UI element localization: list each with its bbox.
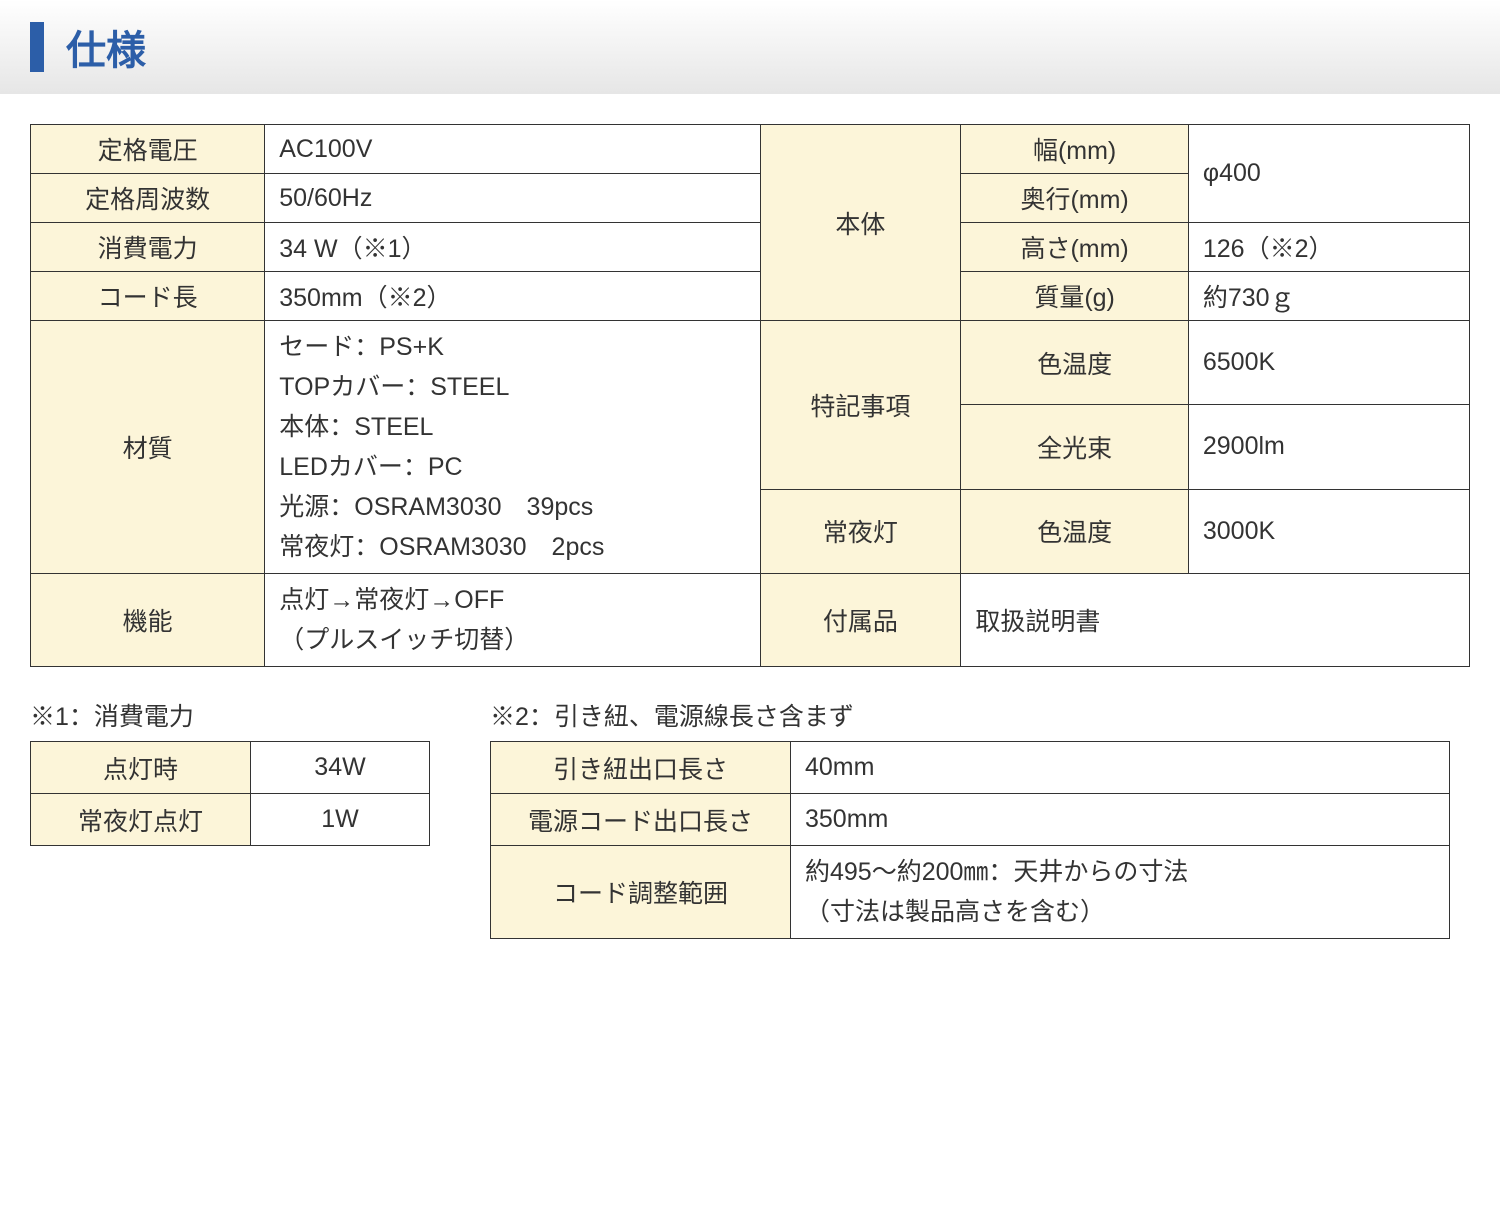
label-notes-header: 特記事項 — [760, 321, 961, 490]
label-cord: コード長 — [31, 272, 265, 321]
note1-caption: ※1：消費電力 — [30, 697, 430, 733]
label-body-mass: 質量(g) — [961, 272, 1189, 321]
note2-caption: ※2：引き紐、電源線長さ含まず — [490, 697, 1450, 733]
value-power: 34 W（※1） — [265, 223, 760, 272]
note1-row1-label: 常夜灯点灯 — [31, 794, 251, 846]
note1-table: 点灯時 34W 常夜灯点灯 1W — [30, 741, 430, 846]
label-power: 消費電力 — [31, 223, 265, 272]
value-body-height: 126（※2） — [1188, 223, 1469, 272]
page-title: 仕様 — [66, 18, 146, 76]
value-body-width: φ400 — [1188, 125, 1469, 223]
label-accessories: 付属品 — [760, 574, 961, 667]
value-cord: 350mm（※2） — [265, 272, 760, 321]
note2-row2-value: 約495～約200㎜：天井からの寸法 （寸法は製品高さを含む） — [791, 846, 1450, 939]
label-function: 機能 — [31, 574, 265, 667]
label-body-depth: 奥行(mm) — [961, 174, 1189, 223]
note2-row2-label: コード調整範囲 — [491, 846, 791, 939]
note1-row0-label: 点灯時 — [31, 742, 251, 794]
value-accessories: 取扱説明書 — [961, 574, 1470, 667]
label-notes-flux: 全光束 — [961, 405, 1189, 489]
sub-tables-row: ※1：消費電力 点灯時 34W 常夜灯点灯 1W ※2：引き紐、電源線長さ含まず… — [30, 697, 1470, 939]
header-accent-bar — [30, 22, 44, 72]
label-notes-colortemp: 色温度 — [961, 321, 1189, 405]
value-notes-flux: 2900lm — [1188, 405, 1469, 489]
label-body-width: 幅(mm) — [961, 125, 1189, 174]
note1-row1-value: 1W — [251, 794, 430, 846]
label-body-header: 本体 — [760, 125, 961, 321]
spec-table: 定格電圧 AC100V 本体 幅(mm) φ400 定格周波数 50/60Hz … — [30, 124, 1470, 667]
label-material: 材質 — [31, 321, 265, 574]
value-function: 点灯→常夜灯→OFF （プルスイッチ切替） — [265, 574, 760, 667]
note1-row0-value: 34W — [251, 742, 430, 794]
note2-row1-label: 電源コード出口長さ — [491, 794, 791, 846]
note2-row0-label: 引き紐出口長さ — [491, 742, 791, 794]
value-nightlight-colortemp: 3000K — [1188, 489, 1469, 573]
value-notes-colortemp: 6500K — [1188, 321, 1469, 405]
label-nightlight-header: 常夜灯 — [760, 489, 961, 573]
value-frequency: 50/60Hz — [265, 174, 760, 223]
value-body-mass: 約730ｇ — [1188, 272, 1469, 321]
page-header: 仕様 — [0, 0, 1500, 94]
note2-table: 引き紐出口長さ 40mm 電源コード出口長さ 350mm コード調整範囲 約49… — [490, 741, 1450, 939]
label-voltage: 定格電圧 — [31, 125, 265, 174]
value-material: セード：PS+K TOPカバー：STEEL 本体：STEEL LEDカバー：PC… — [265, 321, 760, 574]
label-body-height: 高さ(mm) — [961, 223, 1189, 272]
label-frequency: 定格周波数 — [31, 174, 265, 223]
note2-row0-value: 40mm — [791, 742, 1450, 794]
label-nightlight-colortemp: 色温度 — [961, 489, 1189, 573]
content-area: 定格電圧 AC100V 本体 幅(mm) φ400 定格周波数 50/60Hz … — [0, 124, 1500, 939]
note1-column: ※1：消費電力 点灯時 34W 常夜灯点灯 1W — [30, 697, 430, 846]
note2-row1-value: 350mm — [791, 794, 1450, 846]
note2-column: ※2：引き紐、電源線長さ含まず 引き紐出口長さ 40mm 電源コード出口長さ 3… — [490, 697, 1450, 939]
value-voltage: AC100V — [265, 125, 760, 174]
